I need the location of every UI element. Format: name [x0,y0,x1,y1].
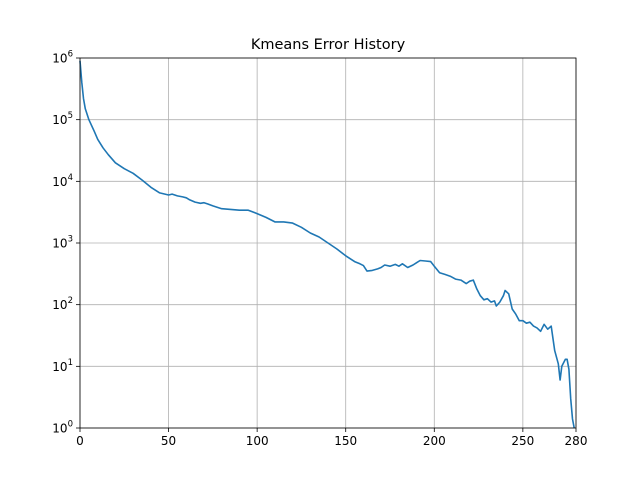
y-tick-base: 10 [52,113,67,127]
y-tick-exponent: 5 [68,111,73,121]
x-tick-label: 0 [76,434,84,448]
x-tick-label: 100 [246,434,269,448]
series-layer [79,60,575,429]
y-tick-exponent: 6 [68,50,73,60]
y-tick-exponent: 0 [68,420,73,430]
chart-title: Kmeans Error History [251,37,406,53]
x-tick-label: 200 [423,434,446,448]
x-tick-label: 280 [565,434,588,448]
y-tick-exponent: 2 [68,296,73,306]
y-tick-label: 106 [52,50,73,66]
y-tick-exponent: 3 [68,235,73,245]
y-tick-label: 103 [52,235,73,251]
x-tick-label: 250 [511,434,534,448]
x-axis: 0 50 100 150 200 250 280 [76,428,587,448]
y-tick-label: 105 [52,111,73,127]
y-tick-label: 101 [52,358,73,374]
y-tick-base: 10 [52,175,67,189]
y-tick-exponent: 1 [68,358,73,368]
y-tick-base: 10 [52,422,67,436]
y-tick-label: 102 [52,296,73,312]
y-tick-base: 10 [52,298,67,312]
y-tick-exponent: 4 [68,173,73,183]
y-tick-label: 100 [52,420,73,436]
x-tick-label: 150 [334,434,357,448]
y-tick-base: 10 [52,237,67,251]
error-series-line [79,60,575,429]
y-tick-base: 10 [52,360,67,374]
y-tick-label: 104 [52,173,73,189]
y-tick-base: 10 [52,52,67,66]
x-tick-label: 50 [161,434,176,448]
